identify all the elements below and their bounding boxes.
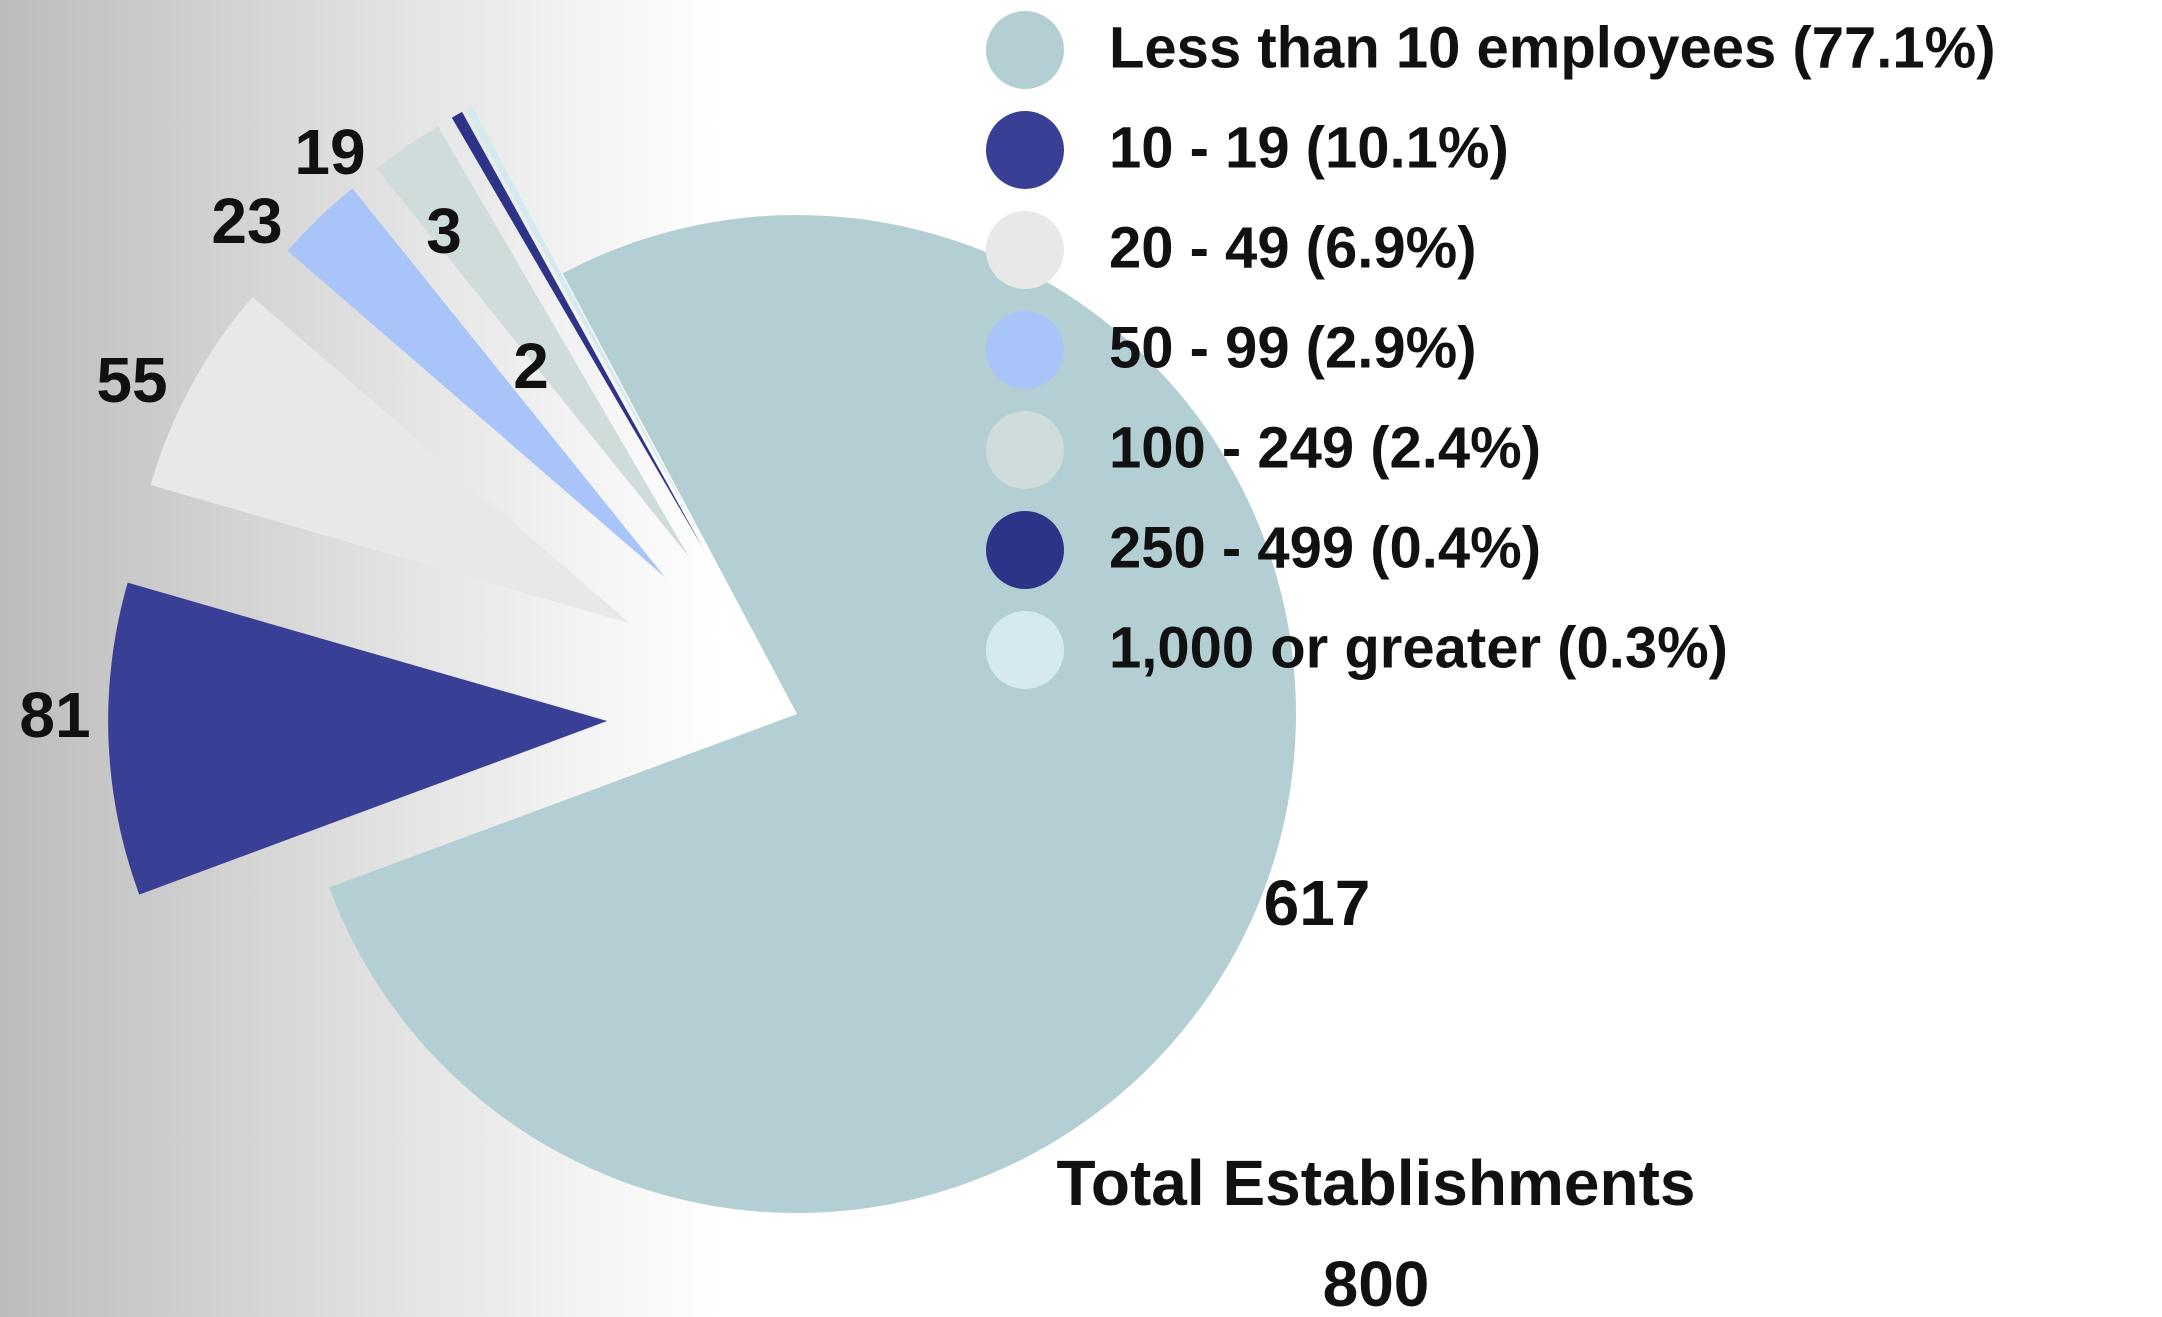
legend-label: 250 - 499 (0.4%) <box>1109 515 1541 580</box>
legend-swatch <box>986 11 1064 89</box>
legend-swatch <box>986 611 1064 689</box>
legend: Less than 10 employees (77.1%) 10 - 19 (1… <box>986 11 1996 689</box>
legend-swatch <box>986 511 1064 589</box>
data-label: 617 <box>1264 867 1371 939</box>
legend-swatch <box>986 211 1064 289</box>
pie-slice <box>465 106 707 547</box>
data-label: 19 <box>294 116 365 188</box>
legend-swatch <box>986 111 1064 189</box>
pie-slice <box>376 126 690 558</box>
data-label: 23 <box>211 185 282 257</box>
data-label: 81 <box>19 679 90 751</box>
legend-label: 1,000 or greater (0.3%) <box>1109 615 1728 680</box>
total-title: Total Establishments <box>1057 1147 1696 1219</box>
legend-label: 10 - 19 (10.1%) <box>1109 115 1509 180</box>
pie-slice <box>108 582 608 895</box>
total-value: 800 <box>1323 1248 1430 1317</box>
data-label: 55 <box>96 344 167 416</box>
pie-slice <box>150 297 630 624</box>
legend-swatch <box>986 411 1064 489</box>
legend-label: Less than 10 employees (77.1%) <box>1109 15 1996 80</box>
legend-label: 20 - 49 (6.9%) <box>1109 215 1477 280</box>
legend-label: 50 - 99 (2.9%) <box>1109 315 1477 380</box>
data-label: 2 <box>513 330 549 402</box>
legend-label: 100 - 249 (2.4%) <box>1109 415 1541 480</box>
pie-slice <box>451 111 704 549</box>
legend-swatch <box>986 311 1064 389</box>
data-label: 3 <box>426 195 462 267</box>
pie-slice <box>287 188 666 578</box>
